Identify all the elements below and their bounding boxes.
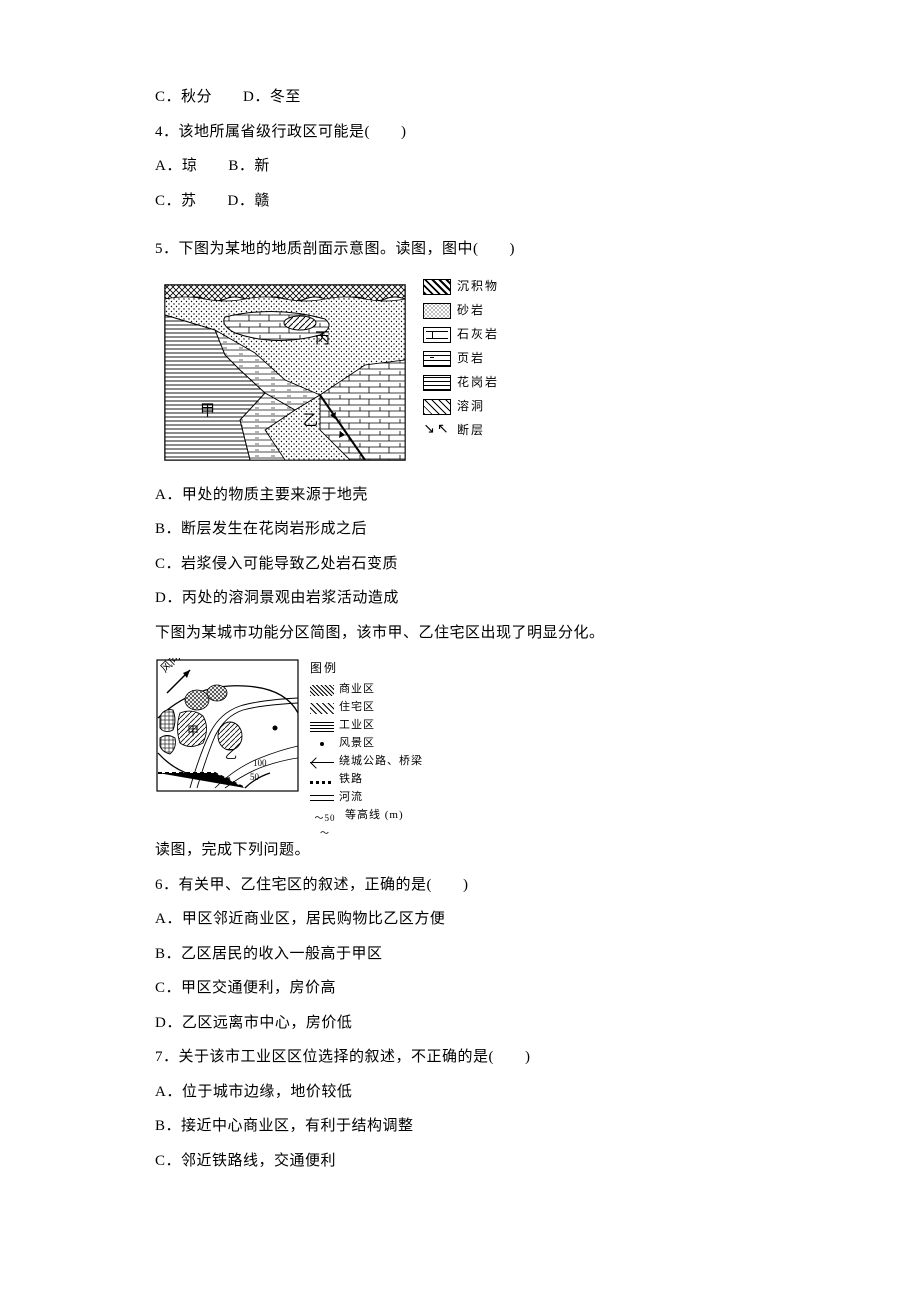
- legend1-5: 溶洞: [457, 395, 485, 418]
- q6-a: A．甲区邻近商业区，居民购物比乙区方便: [155, 902, 770, 937]
- q4-stem: 4．该地所属省级行政区可能是( ): [155, 115, 770, 150]
- q5-d: D．丙处的溶洞景观由岩浆活动造成: [155, 581, 770, 616]
- legend1-1: 砂岩: [457, 299, 485, 322]
- label-jia: 甲: [200, 403, 215, 419]
- read2: 读图，完成下列问题。: [155, 833, 770, 868]
- q7-a: A．位于城市边缘，地价较低: [155, 1075, 770, 1110]
- map-yi: 乙: [225, 747, 237, 761]
- q5-c: C．岩浆侵入可能导致乙处岩石变质: [155, 547, 770, 582]
- geology-legend: 沉积物 砂岩 石灰岩 页岩 花岗岩 溶洞 ↘↖断层: [423, 275, 499, 443]
- legend2-title: 图例: [310, 658, 423, 679]
- legend1-4: 花岗岩: [457, 371, 499, 394]
- q5-stem: 5．下图为某地的地质剖面示意图。读图，图中( ): [155, 232, 770, 267]
- q7-c: C．邻近铁路线，交通便利: [155, 1144, 770, 1179]
- label-bing: 丙: [315, 331, 330, 347]
- legend1-0: 沉积物: [457, 275, 499, 298]
- geology-cross-section-figure: 甲 乙 丙 沉积物 砂岩 石灰岩 页岩 花岗岩 溶洞 ↘↖断层: [155, 275, 770, 470]
- city-svg: 风向 100 50 甲 乙: [155, 658, 300, 793]
- city-zone-figure: 风向 100 50 甲 乙: [155, 658, 770, 825]
- legend2-4: 绕城公路、桥梁: [339, 752, 423, 771]
- legend1-6: 断层: [457, 419, 485, 442]
- label-yi: 乙: [303, 413, 318, 429]
- q6-b: B．乙区居民的收入一般高于甲区: [155, 937, 770, 972]
- q6-d: D．乙区远离市中心，房价低: [155, 1006, 770, 1041]
- q3-options-cd: C．秋分 D．冬至: [155, 80, 770, 115]
- contour-100: 100: [253, 758, 267, 768]
- intro2: 下图为某城市功能分区简图，该市甲、乙住宅区出现了明显分化。: [155, 616, 770, 651]
- q4-options-cd: C．苏 D．赣: [155, 184, 770, 219]
- legend2-2: 工业区: [339, 716, 375, 735]
- q5-a: A．甲处的物质主要来源于地壳: [155, 478, 770, 513]
- legend2-7: 等高线 (m): [345, 806, 404, 825]
- q4-options-ab: A．琼 B．新: [155, 149, 770, 184]
- legend2-5: 铁路: [339, 770, 363, 789]
- q6-stem: 6．有关甲、乙住宅区的叙述，正确的是( ): [155, 868, 770, 903]
- city-legend: 图例 商业区 住宅区 工业区 风景区 绕城公路、桥梁 铁路 河流 ～50～等高线…: [310, 658, 423, 825]
- legend2-1: 住宅区: [339, 698, 375, 717]
- q5-b: B．断层发生在花岗岩形成之后: [155, 512, 770, 547]
- legend1-2: 石灰岩: [457, 323, 499, 346]
- q6-c: C．甲区交通便利，房价高: [155, 971, 770, 1006]
- map-jia: 甲: [187, 724, 199, 738]
- legend2-0: 商业区: [339, 680, 375, 699]
- legend2-3: 风景区: [339, 734, 375, 753]
- document-body: C．秋分 D．冬至 4．该地所属省级行政区可能是( ) A．琼 B．新 C．苏 …: [0, 0, 920, 1258]
- legend2-6: 河流: [339, 788, 363, 807]
- q7-b: B．接近中心商业区，有利于结构调整: [155, 1109, 770, 1144]
- geology-svg: 甲 乙 丙: [155, 275, 415, 470]
- legend1-3: 页岩: [457, 347, 485, 370]
- q7-stem: 7．关于该市工业区区位选择的叙述，不正确的是( ): [155, 1040, 770, 1075]
